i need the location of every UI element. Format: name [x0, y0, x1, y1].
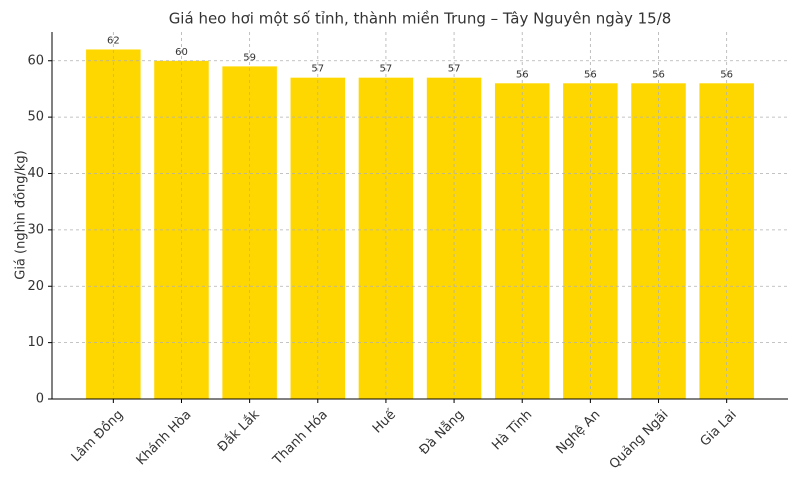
- y-tick-label: 10: [27, 335, 44, 350]
- x-tick-label: Gia Lai: [698, 407, 740, 449]
- x-tick-label: Khánh Hòa: [134, 407, 195, 468]
- x-tick-label: Nghệ An: [554, 407, 604, 457]
- y-tick-label: 60: [27, 53, 44, 68]
- x-tick-label: Huế: [370, 407, 399, 436]
- y-tick-label: 30: [27, 222, 44, 237]
- y-tick-label: 40: [27, 166, 44, 181]
- y-tick-label: 50: [27, 110, 44, 125]
- x-tick-label: Thanh Hóa: [270, 407, 331, 468]
- chart-title: Giá heo hơi một số tỉnh, thành miền Trun…: [169, 10, 672, 28]
- y-tick-label: 20: [27, 279, 44, 294]
- y-tick-label: 0: [36, 392, 44, 407]
- x-tick-label: Đắk Lắk: [215, 407, 263, 455]
- x-tick-label: Quảng Ngãi: [607, 407, 672, 472]
- y-axis-label: Giá (nghìn đồng/kg): [14, 150, 29, 280]
- x-tick-label: Hà Tĩnh: [489, 407, 535, 453]
- x-tick-label: Lâm Đồng: [69, 407, 127, 465]
- x-tick-label: Đà Nẵng: [417, 407, 467, 457]
